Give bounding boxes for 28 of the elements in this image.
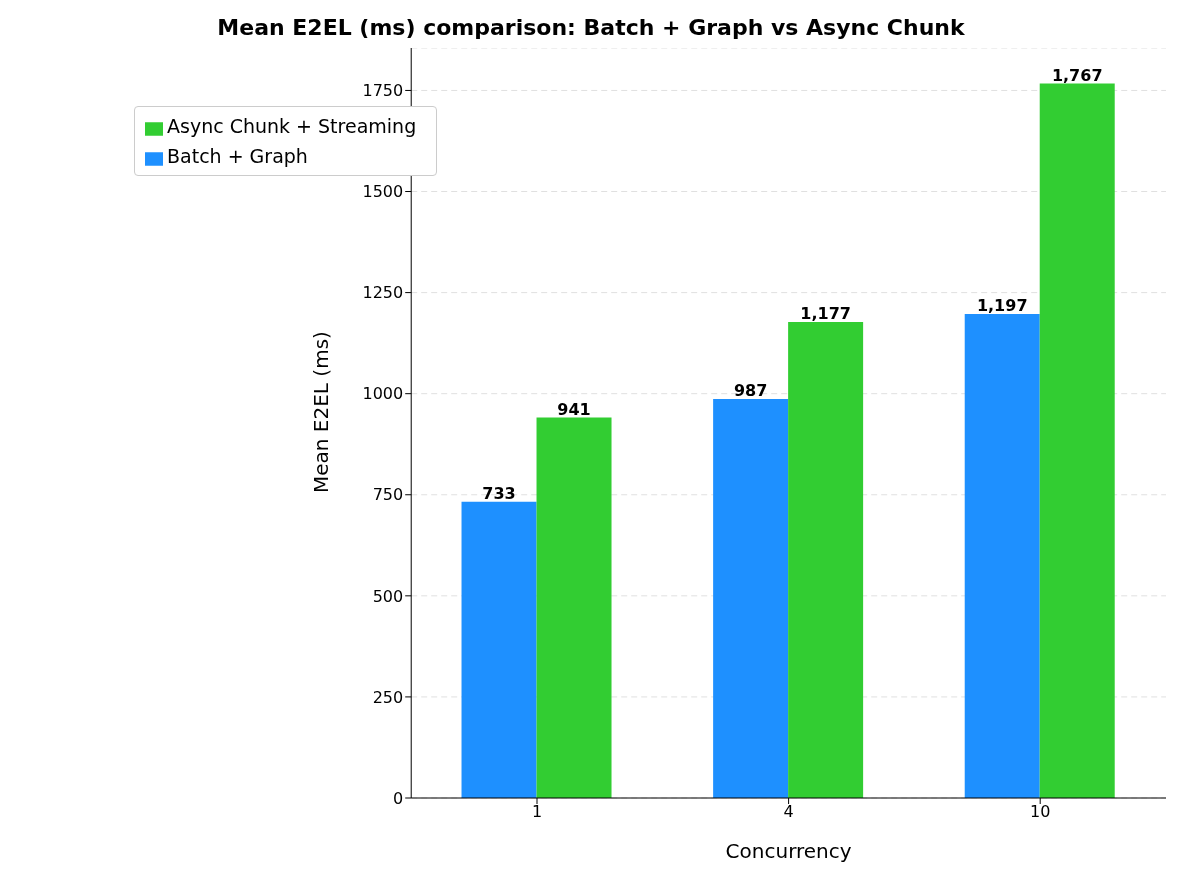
data-label: 941 — [557, 399, 591, 419]
y-tick-label: 250 — [372, 687, 404, 707]
bar — [713, 398, 789, 798]
y-tick-label: 1000 — [362, 384, 404, 404]
data-label: 1,767 — [1051, 65, 1103, 85]
bar — [461, 501, 537, 798]
y-axis-title: Mean E2EL (ms) — [309, 331, 334, 493]
bar — [1039, 83, 1115, 798]
chart-title: Mean E2EL (ms) comparison: Batch + Graph vs Async Chunk — [216, 14, 966, 42]
x-tick-label: 4 — [783, 802, 794, 822]
legend-label: Batch + Graph — [167, 145, 308, 167]
y-tick-label: 0 — [393, 788, 404, 808]
data-label: 1,177 — [800, 304, 851, 324]
y-tick-label: 1750 — [362, 81, 404, 101]
y-tick-label: 1500 — [362, 182, 404, 202]
data-label: 1,197 — [976, 296, 1028, 316]
bar — [788, 322, 864, 798]
bar — [964, 314, 1040, 798]
y-tick-label: 1250 — [362, 283, 404, 303]
x-tick-label: 10 — [1030, 802, 1051, 822]
y-tick-label: 500 — [372, 586, 404, 606]
x-tick-label: 1 — [531, 802, 543, 822]
legend-label: Async Chunk + Streaming — [167, 115, 417, 137]
bar — [536, 417, 612, 798]
data-label: 733 — [482, 483, 516, 503]
y-tick-label: 750 — [372, 485, 404, 505]
x-axis-title: Concurrency — [725, 839, 852, 863]
data-label: 987 — [733, 380, 768, 400]
